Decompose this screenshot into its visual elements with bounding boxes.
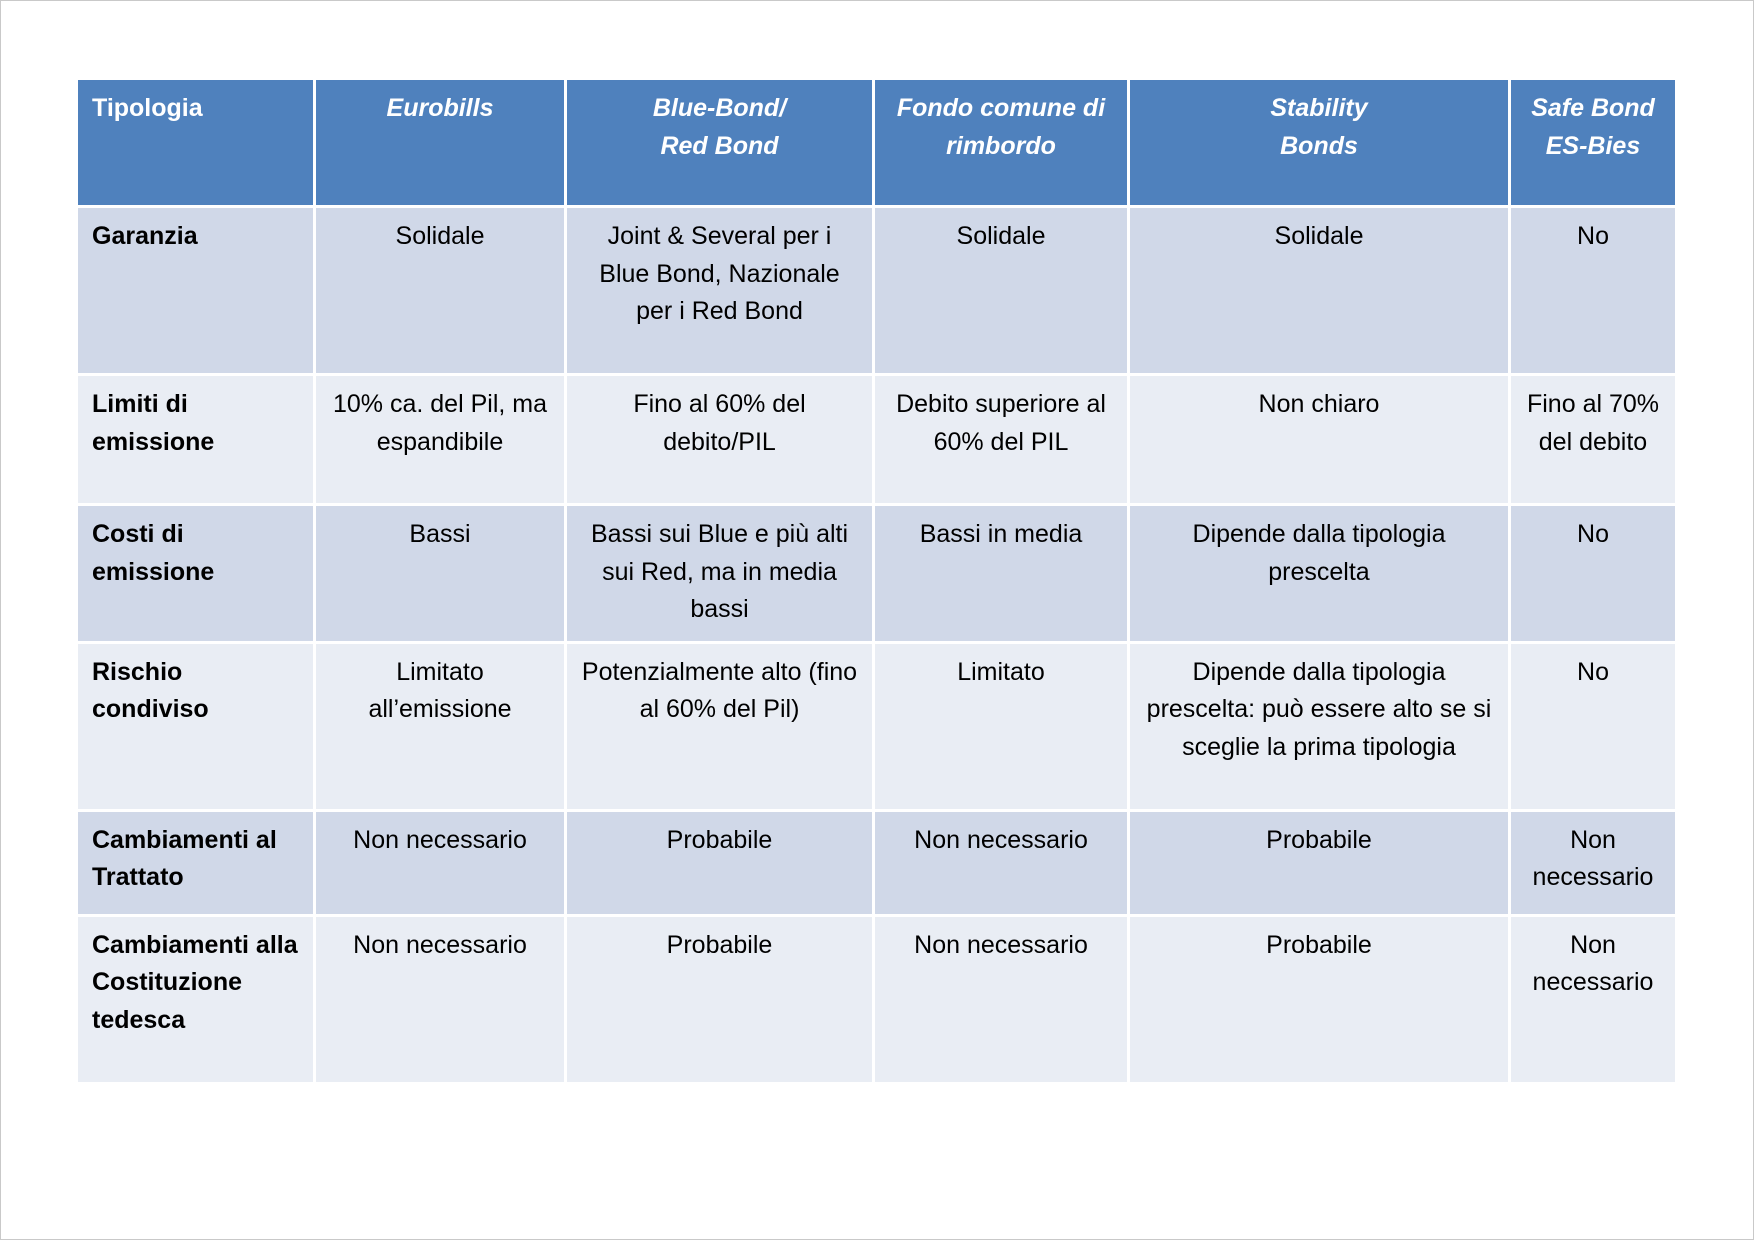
cell-stability-bonds: Probabile <box>1127 808 1511 917</box>
cell-fondo-comune: Non necessario <box>872 913 1130 1085</box>
cell-safe-bond: Non necessario <box>1508 913 1678 1085</box>
comparison-table: Tipologia Eurobills Blue-Bond/ Red Bond … <box>75 77 1678 1085</box>
table-row-costituzione: Cambiamenti alla Costituzione tedesca No… <box>75 913 1678 1085</box>
cell-eurobills: Bassi <box>313 503 567 644</box>
cell-fondo-comune: Non necessario <box>872 808 1130 917</box>
header-eurobills: Eurobills <box>313 77 567 208</box>
cell-blue-red-bond: Potenzialmente alto (fino al 60% del Pil… <box>564 640 875 812</box>
cell-blue-red-bond: Joint & Several per i Blue Bond, Naziona… <box>564 205 875 376</box>
cell-safe-bond: Fino al 70% del debito <box>1508 373 1678 506</box>
table-row-garanzia: Garanzia Solidale Joint & Several per i … <box>75 205 1678 376</box>
cell-safe-bond: Non necessario <box>1508 808 1678 917</box>
cell-safe-bond: No <box>1508 205 1678 376</box>
row-label: Costi di emissione <box>75 503 316 644</box>
row-label: Cambiamenti alla Costituzione tedesca <box>75 913 316 1085</box>
row-label: Rischio condiviso <box>75 640 316 812</box>
table-row-costi: Costi di emissione Bassi Bassi sui Blue … <box>75 503 1678 644</box>
cell-eurobills: Non necessario <box>313 808 567 917</box>
cell-blue-red-bond: Bassi sui Blue e più alti sui Red, ma in… <box>564 503 875 644</box>
cell-eurobills: Non necessario <box>313 913 567 1085</box>
cell-eurobills: Solidale <box>313 205 567 376</box>
cell-stability-bonds: Dipende dalla tipologia prescelta: può e… <box>1127 640 1511 812</box>
cell-stability-bonds: Dipende dalla tipologia prescelta <box>1127 503 1511 644</box>
table-row-rischio: Rischio condiviso Limitato all’emissione… <box>75 640 1678 812</box>
cell-blue-red-bond: Probabile <box>564 808 875 917</box>
cell-fondo-comune: Debito superiore al 60% del PIL <box>872 373 1130 506</box>
cell-eurobills: 10% ca. del Pil, ma espandibile <box>313 373 567 506</box>
cell-stability-bonds: Non chiaro <box>1127 373 1511 506</box>
cell-fondo-comune: Limitato <box>872 640 1130 812</box>
header-row: Tipologia Eurobills Blue-Bond/ Red Bond … <box>75 77 1678 208</box>
cell-safe-bond: No <box>1508 503 1678 644</box>
header-safe-bond: Safe Bond ES-Bies <box>1508 77 1678 208</box>
cell-eurobills: Limitato all’emissione <box>313 640 567 812</box>
cell-blue-red-bond: Probabile <box>564 913 875 1085</box>
cell-stability-bonds: Solidale <box>1127 205 1511 376</box>
header-stability-bonds: Stability Bonds <box>1127 77 1511 208</box>
row-label: Garanzia <box>75 205 316 376</box>
table-row-limiti: Limiti di emissione 10% ca. del Pil, ma … <box>75 373 1678 506</box>
cell-blue-red-bond: Fino al 60% del debito/PIL <box>564 373 875 506</box>
table-row-trattato: Cambiamenti al Trattato Non necessario P… <box>75 808 1678 917</box>
cell-fondo-comune: Solidale <box>872 205 1130 376</box>
header-tipologia: Tipologia <box>75 77 316 208</box>
cell-fondo-comune: Bassi in media <box>872 503 1130 644</box>
cell-safe-bond: No <box>1508 640 1678 812</box>
cell-stability-bonds: Probabile <box>1127 913 1511 1085</box>
row-label: Cambiamenti al Trattato <box>75 808 316 917</box>
row-label: Limiti di emissione <box>75 373 316 506</box>
header-blue-red-bond: Blue-Bond/ Red Bond <box>564 77 875 208</box>
header-fondo-comune: Fondo comune di rimbordo <box>872 77 1130 208</box>
